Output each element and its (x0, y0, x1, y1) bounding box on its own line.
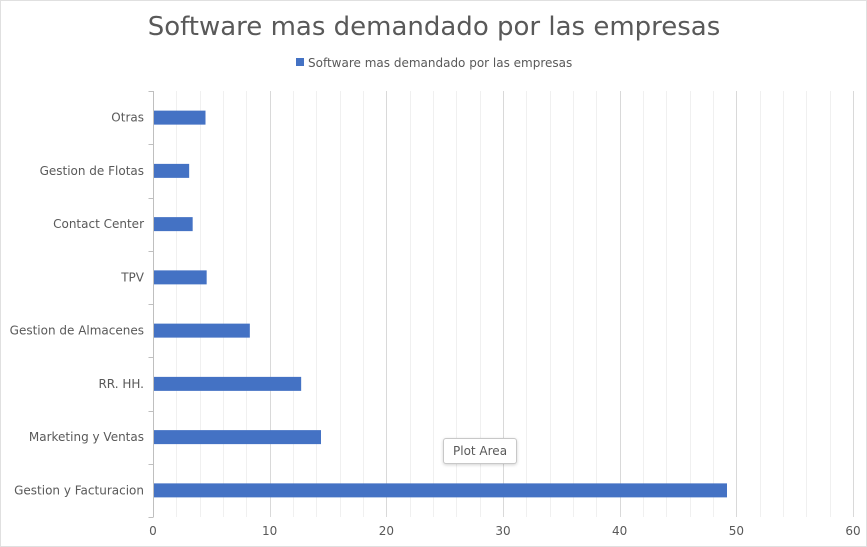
category-label: Gestion de Flotas (40, 164, 144, 178)
x-tick-label: 60 (845, 524, 860, 538)
legend: Software mas demandado por las empresas (296, 56, 572, 70)
plot-area-tooltip: Plot Area (443, 438, 518, 464)
major-gridlines (270, 91, 854, 517)
x-tick-label: 50 (729, 524, 744, 538)
bar (154, 270, 207, 285)
category-label: Marketing y Ventas (29, 430, 144, 444)
bar (154, 483, 727, 498)
bar (154, 110, 206, 125)
category-label: TPV (120, 270, 145, 284)
category-label: Contact Center (53, 217, 144, 231)
value-axis-labels: 0 10 20 30 40 50 60 (149, 524, 860, 538)
bar (154, 217, 193, 232)
category-label: Gestion y Facturacion (14, 483, 144, 497)
bar (154, 323, 250, 338)
x-tick-label: 20 (379, 524, 394, 538)
bar (154, 163, 190, 178)
x-tick-label: 0 (149, 524, 157, 538)
category-axis (148, 91, 154, 518)
bars (154, 110, 727, 498)
x-tick-label: 40 (612, 524, 627, 538)
legend-label: Software mas demandado por las empresas (308, 56, 572, 70)
legend-swatch (296, 58, 304, 66)
bar (154, 376, 302, 391)
category-label: Gestion de Almacenes (10, 324, 144, 338)
chart-title: Software mas demandado por las empresas (148, 12, 721, 42)
x-tick-label: 10 (262, 524, 277, 538)
category-label: RR. HH. (98, 377, 144, 391)
minor-gridlines (176, 91, 831, 517)
x-tick-label: 30 (495, 524, 510, 538)
bar (154, 430, 321, 445)
category-labels: Gestion y Facturacion Marketing y Ventas R… (10, 111, 145, 498)
category-label: Otras (111, 111, 144, 125)
